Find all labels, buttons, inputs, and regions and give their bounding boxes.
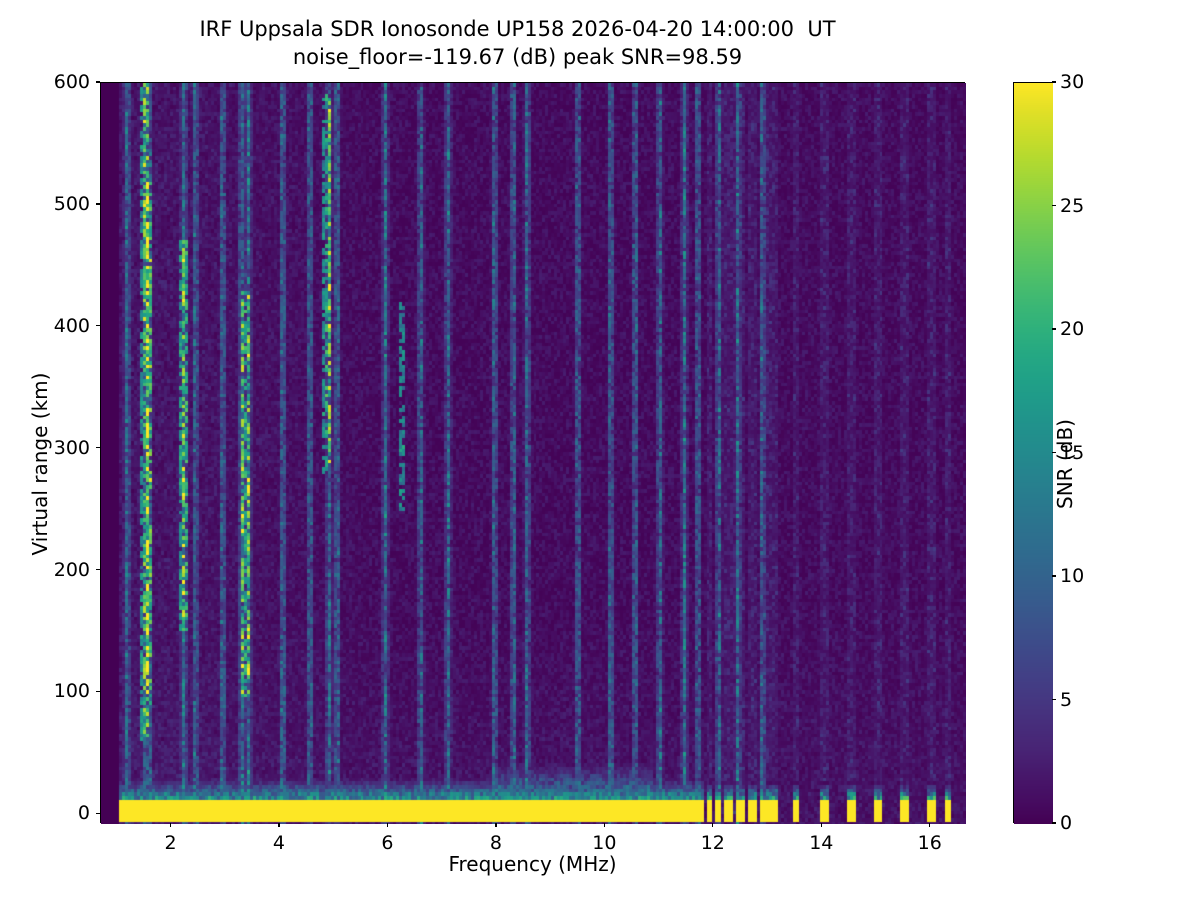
colorbar-tick-mark	[1052, 575, 1056, 577]
title-line-2: noise_floor=-119.67 (dB) peak SNR=98.59	[292, 44, 743, 69]
colorbar-tick-mark	[1052, 204, 1056, 207]
y-tick-label: 600	[53, 71, 90, 93]
colorbar-tick-label: 15	[1060, 441, 1085, 464]
ionogram-axes[interactable]	[100, 82, 966, 824]
y-tick-label: 500	[53, 192, 90, 215]
x-tick-mark	[386, 823, 389, 827]
y-tick-mark	[96, 81, 100, 83]
y-tick-mark	[96, 325, 100, 327]
x-tick-label: 14	[809, 832, 834, 854]
title-line-1: IRF Uppsala SDR Ionosonde UP158 2026-04-…	[199, 17, 836, 41]
colorbar-tick-label: 5	[1060, 688, 1073, 711]
x-axis-label: Frequency (MHz)	[448, 852, 617, 876]
colorbar-tick-mark	[1052, 451, 1056, 454]
x-tick-label: 6	[381, 832, 394, 854]
x-tick-mark	[495, 823, 497, 827]
x-tick-mark	[278, 823, 280, 827]
colorbar-tick-label: 20	[1060, 318, 1085, 340]
y-tick-mark	[96, 446, 100, 449]
colorbar-tick-mark	[1052, 328, 1056, 330]
x-tick-mark	[603, 823, 605, 827]
figure-title: IRF Uppsala SDR Ionosonde UP158 2026-04-…	[0, 16, 1035, 71]
x-tick-mark	[820, 823, 822, 827]
colorbar-tick-label: 25	[1060, 194, 1085, 217]
y-tick-label: 300	[53, 436, 90, 459]
colorbar-tick-label: 30	[1060, 71, 1085, 93]
x-tick-mark	[712, 823, 714, 827]
colorbar-gradient	[1014, 83, 1053, 824]
y-tick-label: 100	[53, 680, 90, 703]
y-tick-label: 200	[53, 558, 90, 581]
y-tick-mark	[96, 203, 100, 205]
colorbar-tick-mark	[1052, 822, 1056, 824]
y-tick-label: 0	[77, 802, 90, 825]
colorbar-tick-mark	[1052, 81, 1056, 83]
colorbar-label: SNR (dB)	[1053, 419, 1077, 509]
x-tick-label: 4	[272, 832, 285, 854]
y-tick-label: 400	[53, 314, 90, 337]
x-tick-label: 12	[700, 832, 725, 854]
colorbar-axes[interactable]	[1013, 82, 1053, 824]
y-axis-label: Virtual range (km)	[28, 372, 52, 556]
colorbar-tick-mark	[1052, 698, 1056, 701]
x-tick-label: 8	[489, 832, 502, 854]
x-tick-label: 2	[164, 832, 177, 854]
colorbar-tick-label: 10	[1060, 565, 1085, 587]
y-tick-mark	[96, 812, 100, 814]
x-tick-mark	[929, 823, 931, 827]
y-tick-mark	[96, 690, 100, 693]
x-tick-mark	[169, 823, 172, 827]
x-tick-label: 10	[592, 832, 617, 854]
ionogram-heatmap[interactable]	[101, 83, 966, 824]
colorbar-tick-label: 0	[1060, 812, 1073, 834]
y-tick-mark	[96, 568, 100, 571]
x-tick-label: 16	[917, 832, 942, 854]
